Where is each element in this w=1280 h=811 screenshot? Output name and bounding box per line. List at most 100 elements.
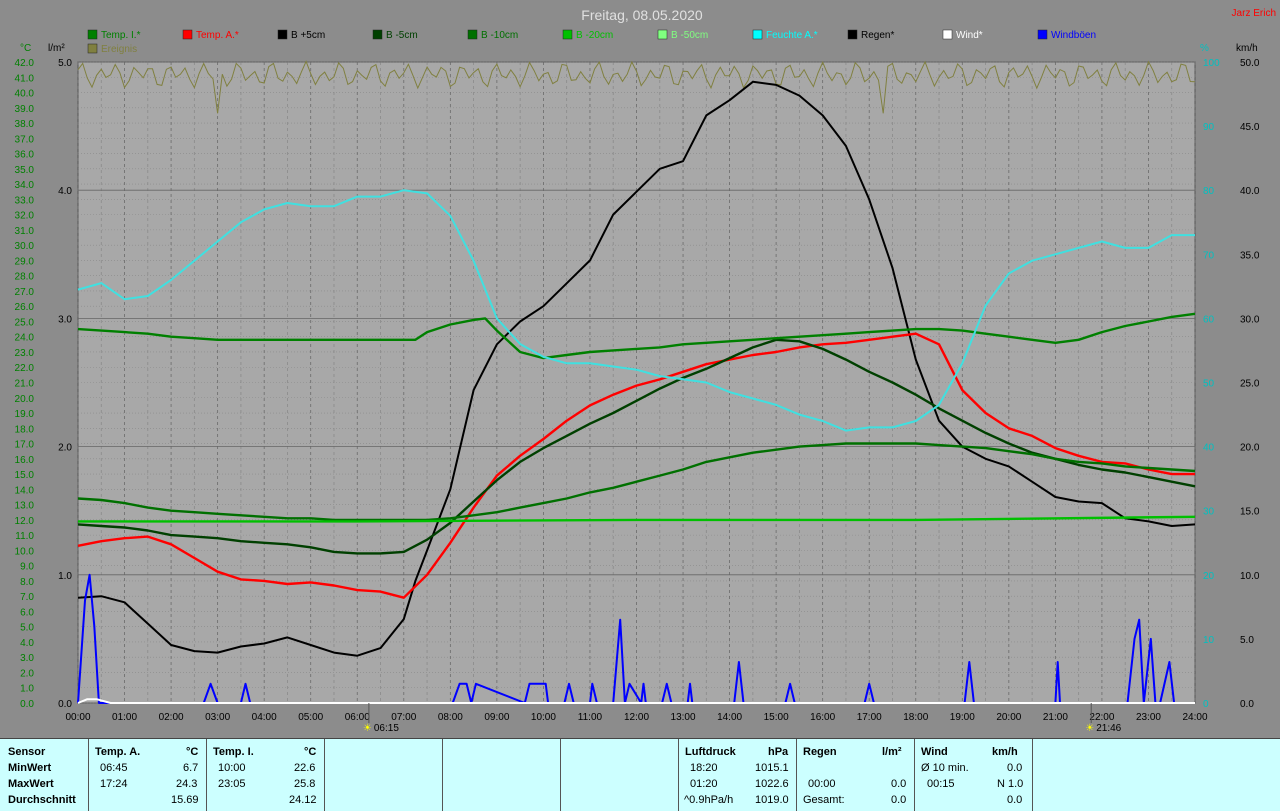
wind-tick-label: 50.0 <box>1240 58 1260 69</box>
legend-swatch <box>1037 29 1048 40</box>
rain-tick-label: 3.0 <box>58 314 72 325</box>
humidity-tick-label: 60 <box>1203 314 1215 325</box>
temp-tick-label: 27.0 <box>15 287 35 298</box>
temp-tick-label: 8.0 <box>20 577 34 588</box>
wind-tick-label: 45.0 <box>1240 122 1260 133</box>
stats-rain-gesamt-value: 0.0 <box>891 794 907 806</box>
time-tick-label: 22:00 <box>1089 712 1114 723</box>
stats-wind-avg-value: 0.0 <box>1007 762 1023 774</box>
time-tick-label: 04:00 <box>252 712 277 723</box>
temp-tick-label: 9.0 <box>20 562 34 573</box>
time-tick-label: 03:00 <box>205 712 230 723</box>
temp-tick-label: 35.0 <box>15 165 35 176</box>
legend-swatch <box>372 29 383 40</box>
temp-tick-label: 12.0 <box>15 516 35 527</box>
time-tick-label: 07:00 <box>391 712 416 723</box>
author-label: Jarz Erich <box>1232 8 1276 19</box>
time-tick-label: 09:00 <box>484 712 509 723</box>
legend-swatch <box>277 29 288 40</box>
stats-temp-i-avg: 24.12 <box>289 794 317 806</box>
legend-label: Regen* <box>861 30 894 41</box>
time-tick-label: 15:00 <box>764 712 789 723</box>
legend-label: Windböen <box>1051 30 1096 41</box>
stats-temp-a-max: 24.3 <box>176 778 198 790</box>
rain-tick-label: 2.0 <box>58 443 72 454</box>
humidity-tick-label: 50 <box>1203 379 1215 390</box>
series-ereignis <box>77 60 1196 114</box>
series-layer <box>77 60 1196 704</box>
time-tick-label: 23:00 <box>1136 712 1161 723</box>
temp-tick-label: 6.0 <box>20 607 34 618</box>
sunrise-label: 06:15 <box>374 723 399 734</box>
temp-tick-label: 2.0 <box>20 668 34 679</box>
humidity-tick-label: 80 <box>1203 186 1215 197</box>
legend: Temp. I.* Temp. A.* B +5cm B -5cm B -10cm B -… <box>87 29 1096 55</box>
legend-swatch <box>657 29 668 40</box>
stats-temp-a-unit: °C <box>186 746 199 758</box>
temp-tick-label: 22.0 <box>15 363 35 374</box>
unit-humidity-right: % <box>1200 43 1209 54</box>
stats-sensor-label: Sensor <box>8 746 46 758</box>
stats-pressure-r2-value: 1022.6 <box>755 778 789 790</box>
temp-tick-label: 29.0 <box>15 256 35 267</box>
time-tick-label: 17:00 <box>857 712 882 723</box>
stats-wind-avg-label: Ø 10 min. <box>921 762 969 774</box>
temp-tick-label: 31.0 <box>15 226 35 237</box>
legend-label: Ereignis <box>101 44 137 55</box>
temp-tick-label: 25.0 <box>15 317 35 328</box>
temp-tick-label: 16.0 <box>15 455 35 466</box>
sunset-label: 21:46 <box>1096 723 1121 734</box>
wind-tick-label: 5.0 <box>1240 635 1254 646</box>
legend-swatch <box>182 29 193 40</box>
legend-label: B -5cm <box>386 30 418 41</box>
markers: ☀ 06:15 ☀ 21:46 <box>363 703 1122 734</box>
time-tick-label: 13:00 <box>671 712 696 723</box>
stats-maxwert-label: MaxWert <box>8 778 54 790</box>
wind-tick-label: 35.0 <box>1240 250 1260 261</box>
stats-temp-a-max-time: 17:24 <box>100 778 128 790</box>
legend-swatch <box>752 29 763 40</box>
temp-tick-label: 24.0 <box>15 333 35 344</box>
stats-temp-i-unit: °C <box>304 746 317 758</box>
time-tick-label: 21:00 <box>1043 712 1068 723</box>
stats-durchschnitt-label: Durchschnitt <box>8 794 76 806</box>
temp-tick-label: 28.0 <box>15 272 35 283</box>
stats-pressure-r2-time: 01:20 <box>690 778 718 790</box>
temp-tick-label: 41.0 <box>15 73 35 84</box>
series-b-20cm <box>78 515 1196 523</box>
legend-swatch <box>847 29 858 40</box>
legend-swatch <box>562 29 573 40</box>
stats-wind-r3-value: 0.0 <box>1007 794 1023 806</box>
unit-temp-left: °C <box>20 43 31 54</box>
time-tick-label: 24:00 <box>1182 712 1207 723</box>
stats-pressure-unit: hPa <box>768 746 789 758</box>
stats-wind-head: Wind <box>921 746 948 758</box>
time-tick-label: 14:00 <box>717 712 742 723</box>
time-tick-label: 00:00 <box>65 712 90 723</box>
time-tick-label: 10:00 <box>531 712 556 723</box>
stats-wind-max-value: N 1.0 <box>997 778 1024 790</box>
sunrise-icon: ☀ <box>363 723 372 734</box>
rain-tick-label: 1.0 <box>58 571 72 582</box>
legend-swatch <box>87 29 98 40</box>
time-tick-label: 01:00 <box>112 712 137 723</box>
temp-tick-label: 3.0 <box>20 653 34 664</box>
stats-wind-unit: km/h <box>992 746 1018 758</box>
stats-temp-i-max: 25.8 <box>294 778 316 790</box>
humidity-tick-label: 10 <box>1203 635 1215 646</box>
temp-tick-label: 39.0 <box>15 104 35 115</box>
humidity-tick-label: 30 <box>1203 507 1215 518</box>
series-wind- <box>77 698 1195 704</box>
series-temp-i- <box>77 312 1196 360</box>
stats-pressure-r3-value: 1019.0 <box>755 794 789 806</box>
stats-rain-r1-value: 0.0 <box>891 778 907 790</box>
temp-tick-label: 21.0 <box>15 379 35 390</box>
statistics-panel: Sensor MinWert MaxWert Durchschnitt Temp… <box>0 738 1280 811</box>
legend-swatch <box>87 43 98 54</box>
stats-temp-a-min: 6.7 <box>183 762 199 774</box>
time-tick-label: 16:00 <box>810 712 835 723</box>
unit-rain-left: l/m² <box>48 43 65 54</box>
humidity-tick-label: 100 <box>1203 58 1220 69</box>
legend-label: B +5cm <box>291 30 325 41</box>
temp-tick-label: 7.0 <box>20 592 34 603</box>
